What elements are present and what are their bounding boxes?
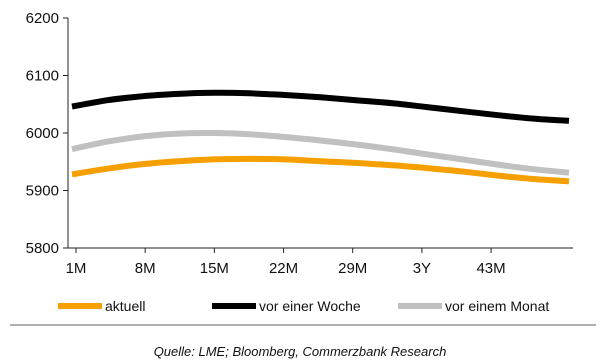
x-tick-label: 15M: [200, 260, 229, 277]
series-line-2: [71, 129, 570, 176]
legend: aktuell vor einer Woche vor einem Monat: [58, 298, 549, 314]
series-lines: [71, 89, 570, 185]
series-line-0: [71, 155, 570, 185]
x-tick-label: 22M: [269, 260, 298, 277]
y-tick-label: 5900: [26, 183, 59, 200]
source-note: Quelle: LME; Bloomberg, Commerzbank Rese…: [154, 344, 447, 359]
x-tick-label: 8M: [135, 260, 156, 277]
x-tick-label: 29M: [338, 260, 367, 277]
y-axis: 5800 5900 6000 6100 6200: [26, 10, 68, 257]
y-tick-label: 5800: [26, 240, 59, 257]
y-tick-label: 6200: [26, 10, 59, 27]
x-axis: 1M 8M 15M 22M 29M 3Y 43M: [66, 248, 506, 277]
legend-label-1: vor einer Woche: [259, 298, 361, 314]
y-tick-label: 6100: [26, 68, 59, 85]
legend-label-2: vor einem Monat: [445, 298, 549, 314]
x-tick-label: 1M: [66, 260, 87, 277]
series-line-1: [71, 89, 570, 124]
legend-label-0: aktuell: [105, 298, 145, 314]
x-tick-label: 43M: [476, 260, 505, 277]
x-tick-label: 3Y: [413, 260, 431, 277]
y-tick-label: 6000: [26, 125, 59, 142]
